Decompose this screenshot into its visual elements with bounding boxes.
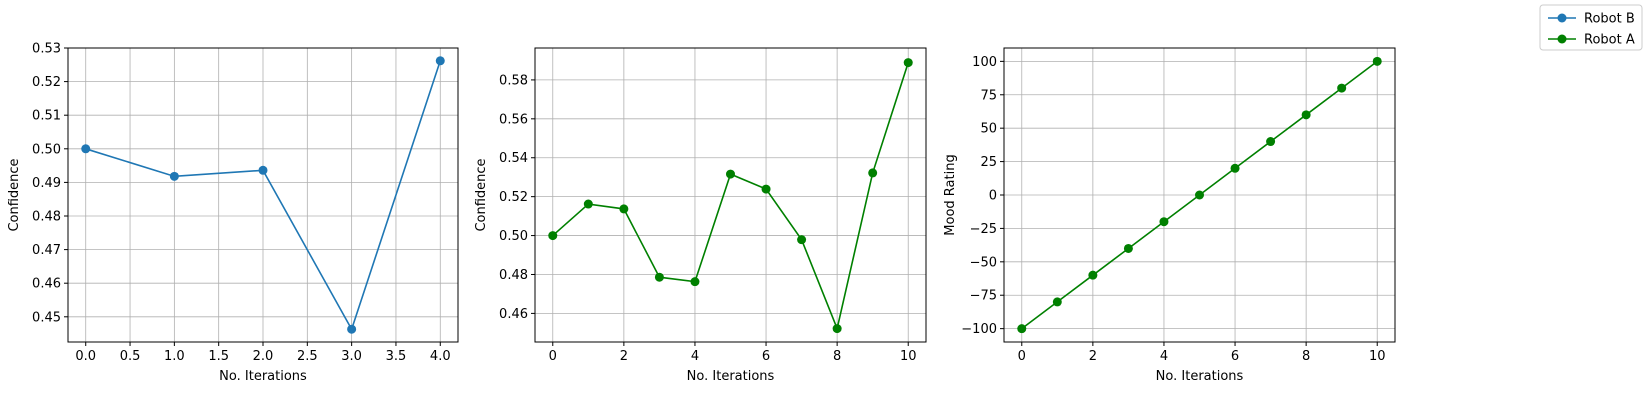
y-axis-label: Confidence [474, 158, 489, 231]
y-tick-label: 0.56 [499, 112, 528, 127]
x-tick-label: 4 [691, 349, 699, 364]
x-axis-label: No. Iterations [687, 369, 775, 384]
legend-label-robot-a: Robot A [1584, 33, 1635, 48]
x-tick-label: 3.5 [386, 349, 407, 364]
y-tick-label: 0.49 [32, 176, 61, 191]
x-tick-label: 0 [549, 349, 557, 364]
data-point [1337, 83, 1347, 93]
y-tick-label: 0.48 [32, 210, 61, 225]
data-point [832, 324, 842, 334]
x-tick-label: 6 [1231, 349, 1239, 364]
y-tick-label: 100 [972, 55, 997, 70]
data-point [726, 169, 735, 179]
data-point [81, 144, 91, 154]
legend-label-robot-b: Robot B [1584, 12, 1635, 27]
y-tick-label: 0.52 [499, 190, 528, 205]
legend-marker-robot-b [1557, 13, 1567, 23]
x-tick-label: 1.0 [164, 349, 185, 364]
data-point [1230, 163, 1240, 173]
y-tick-label: 0.46 [32, 277, 61, 292]
data-point [258, 165, 268, 175]
y-tick-label: 0.53 [32, 42, 61, 57]
x-tick-label: 10 [1369, 349, 1386, 364]
data-point [654, 272, 664, 282]
y-tick-label: −50 [970, 255, 997, 270]
y-tick-label: 25 [980, 155, 997, 170]
x-tick-label: 2 [1089, 349, 1097, 364]
data-point [1159, 217, 1169, 227]
x-tick-label: 1.5 [208, 349, 229, 364]
chart-panel-1: 0.0 0.5 1.0 1.5 2.0 2.5 3.0 3.5 4.0 0.45 0.46 0.47 0… [7, 42, 459, 384]
data-point [690, 277, 700, 287]
x-tick-label: 0.5 [120, 349, 141, 364]
data-point [761, 184, 771, 194]
y-tick-label: 50 [980, 122, 997, 137]
x-tick-label: 4.0 [430, 349, 451, 364]
chart-panel-3: 0 2 4 6 8 10 −100 −75 −50 −25 0 25 50 75 100 No. Iterat… [943, 47, 1396, 384]
y-tick-label: 0.54 [499, 151, 528, 166]
series-line [552, 62, 909, 332]
data-point [435, 56, 445, 66]
data-point [169, 171, 179, 181]
x-tick-label: 8 [1302, 349, 1310, 364]
y-tick-label: −25 [970, 222, 997, 237]
data-point [903, 58, 913, 68]
y-tick-label: −75 [970, 289, 997, 304]
y-tick-label: 0.51 [32, 109, 61, 124]
y-tick-label: 0.52 [32, 75, 61, 90]
y-tick-label: 0.45 [32, 310, 61, 325]
y-tick-label: 0.47 [32, 243, 61, 258]
x-tick-label: 10 [900, 349, 917, 364]
y-tick-label: 0 [989, 189, 997, 204]
y-tick-label: −100 [961, 322, 997, 337]
y-tick-label: 0.58 [499, 73, 528, 88]
data-point [1195, 190, 1204, 200]
data-point [1088, 270, 1098, 280]
y-tick-label: 75 [980, 88, 997, 103]
y-axis-label: Confidence [7, 158, 22, 231]
x-axis-label: No. Iterations [219, 369, 307, 384]
data-point [1017, 324, 1027, 334]
y-tick-label: 0.50 [32, 142, 61, 157]
data-point [1266, 137, 1276, 147]
y-axis-label: Mood Rating [943, 154, 958, 235]
x-tick-label: 2.5 [297, 349, 318, 364]
x-tick-label: 3.0 [341, 349, 362, 364]
data-point [583, 199, 593, 209]
chart-panels: 0.0 0.5 1.0 1.5 2.0 2.5 3.0 3.5 4.0 0.45 0.46 0.47 0… [7, 42, 1396, 384]
axes-frame [534, 47, 927, 343]
x-tick-label: 0 [1018, 349, 1026, 364]
y-tick-label: 0.48 [499, 268, 528, 283]
data-point [1372, 56, 1382, 66]
data-point [619, 204, 629, 214]
x-tick-label: 4 [1160, 349, 1168, 364]
chart-panel-2: 0 2 4 6 8 10 0.46 0.48 0.50 0.52 0.54 0.56 0.58 No. I… [474, 47, 927, 384]
data-point [1301, 110, 1311, 120]
x-tick-label: 6 [762, 349, 770, 364]
data-point [868, 168, 878, 178]
y-tick-label: 0.50 [499, 229, 528, 244]
data-point [548, 231, 558, 241]
x-tick-label: 2 [620, 349, 628, 364]
x-tick-label: 2.0 [253, 349, 274, 364]
x-tick-label: 0.0 [75, 349, 96, 364]
data-point [1123, 243, 1133, 253]
data-point [347, 324, 357, 334]
x-axis-label: No. Iterations [1156, 369, 1244, 384]
figure-legend: Robot B Robot A [1539, 4, 1643, 51]
x-tick-label: 8 [833, 349, 841, 364]
data-point [1052, 297, 1062, 307]
data-point [797, 235, 807, 245]
legend-marker-robot-a [1557, 34, 1567, 44]
y-tick-label: 0.46 [499, 307, 528, 322]
